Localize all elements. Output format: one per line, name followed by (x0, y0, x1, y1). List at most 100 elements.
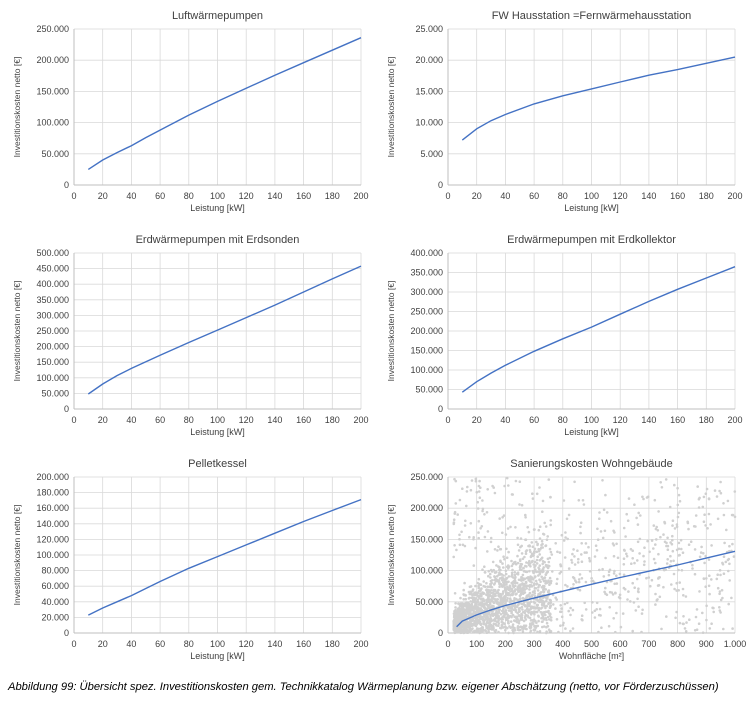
scatter-point (508, 584, 512, 587)
scatter-point (455, 548, 458, 552)
scatter-point (529, 629, 533, 633)
scatter-point (608, 568, 612, 572)
scatter-point (570, 561, 574, 564)
scatter-point (518, 566, 522, 569)
scatter-point (528, 623, 532, 627)
scatter-point (672, 559, 675, 563)
x-tick-label: 140 (641, 415, 656, 425)
y-tick-label: 10.000 (415, 118, 443, 128)
scatter-point (608, 606, 611, 609)
x-tick-label: 600 (613, 639, 628, 649)
scatter-point (665, 615, 668, 618)
scatter-point (562, 621, 565, 625)
x-tick-label: 20 (98, 191, 108, 201)
scatter-point (504, 572, 508, 576)
scatter-point (564, 536, 567, 539)
scatter-point (496, 549, 499, 552)
y-axis-label: Investitionskosten netto [€] (386, 505, 396, 606)
scatter-point (660, 627, 663, 631)
scatter-point (525, 605, 529, 608)
scatter-point (508, 586, 512, 590)
scatter-point (520, 503, 524, 507)
scatter-point (548, 576, 552, 580)
scatter-point (625, 552, 628, 556)
scatter-point (487, 626, 491, 629)
scatter-point (499, 592, 502, 596)
y-tick-label: 160.000 (36, 503, 69, 513)
scatter-point (474, 479, 478, 483)
scatter-point (572, 548, 575, 551)
scatter-point (564, 583, 567, 587)
scatter-point (526, 602, 529, 606)
scatter-point (572, 583, 575, 586)
scatter-point (697, 622, 701, 625)
scatter-point (495, 575, 499, 578)
scatter-point (664, 478, 668, 481)
scatter-point (705, 487, 709, 491)
scatter-point (508, 597, 512, 600)
x-axis-label: Leistung [kW] (564, 427, 619, 437)
scatter-point (597, 630, 600, 634)
scatter-point (507, 631, 510, 635)
scatter-point (456, 513, 459, 516)
scatter-point (556, 577, 559, 581)
scatter-point (481, 568, 484, 571)
scatter-point (599, 530, 603, 533)
scatter-point (530, 610, 533, 614)
scatter-point (513, 573, 517, 577)
scatter-point (560, 533, 564, 537)
scatter-point (456, 611, 459, 615)
scatter-point (677, 589, 680, 592)
scatter-point (505, 583, 508, 586)
scatter-point (473, 606, 477, 609)
scatter-point (554, 607, 557, 610)
scatter-point (541, 570, 544, 574)
scatter-point (578, 573, 582, 576)
scatter-point (652, 557, 656, 561)
scatter-point (583, 551, 587, 554)
x-axis-label: Leistung [kW] (190, 651, 245, 661)
scatter-point (472, 564, 476, 567)
scatter-point (496, 580, 500, 583)
scatter-point (486, 603, 490, 607)
scatter-point (544, 525, 548, 528)
scatter-point (533, 612, 536, 616)
scatter-point (541, 499, 545, 503)
scatter-point (666, 536, 669, 540)
scatter-point (540, 600, 543, 604)
y-tick-label: 150.000 (410, 346, 443, 356)
scatter-point (542, 625, 546, 628)
scatter-point (549, 616, 553, 619)
scatter-point (623, 588, 627, 591)
scatter-point (527, 544, 530, 548)
scatter-point (694, 525, 697, 528)
scatter-point (483, 513, 486, 516)
scatter-point (516, 554, 519, 558)
scatter-point (477, 519, 481, 523)
scatter-point (545, 597, 548, 600)
scatter-point (545, 599, 548, 603)
scatter-point (564, 531, 567, 534)
scatter-point (559, 610, 562, 614)
scatter-point (579, 531, 582, 535)
scatter-point (544, 573, 548, 576)
scatter-point (707, 558, 711, 561)
scatter-point (538, 537, 542, 540)
scatter-point (533, 595, 537, 598)
scatter-point (492, 622, 496, 625)
scatter-point (588, 556, 591, 560)
scatter-point (498, 601, 502, 604)
y-tick-label: 250.000 (410, 307, 443, 317)
scatter-point (496, 600, 499, 604)
x-tick-label: 80 (184, 191, 194, 201)
scatter-point (542, 532, 545, 536)
scatter-point (539, 557, 543, 561)
scatter-point (513, 604, 516, 608)
x-tick-label: 140 (641, 191, 656, 201)
scatter-point (501, 562, 504, 565)
scatter-point (622, 526, 626, 530)
scatter-point (477, 584, 480, 588)
scatter-point (684, 595, 688, 598)
scatter-point (477, 577, 481, 581)
scatter-point (548, 598, 552, 602)
